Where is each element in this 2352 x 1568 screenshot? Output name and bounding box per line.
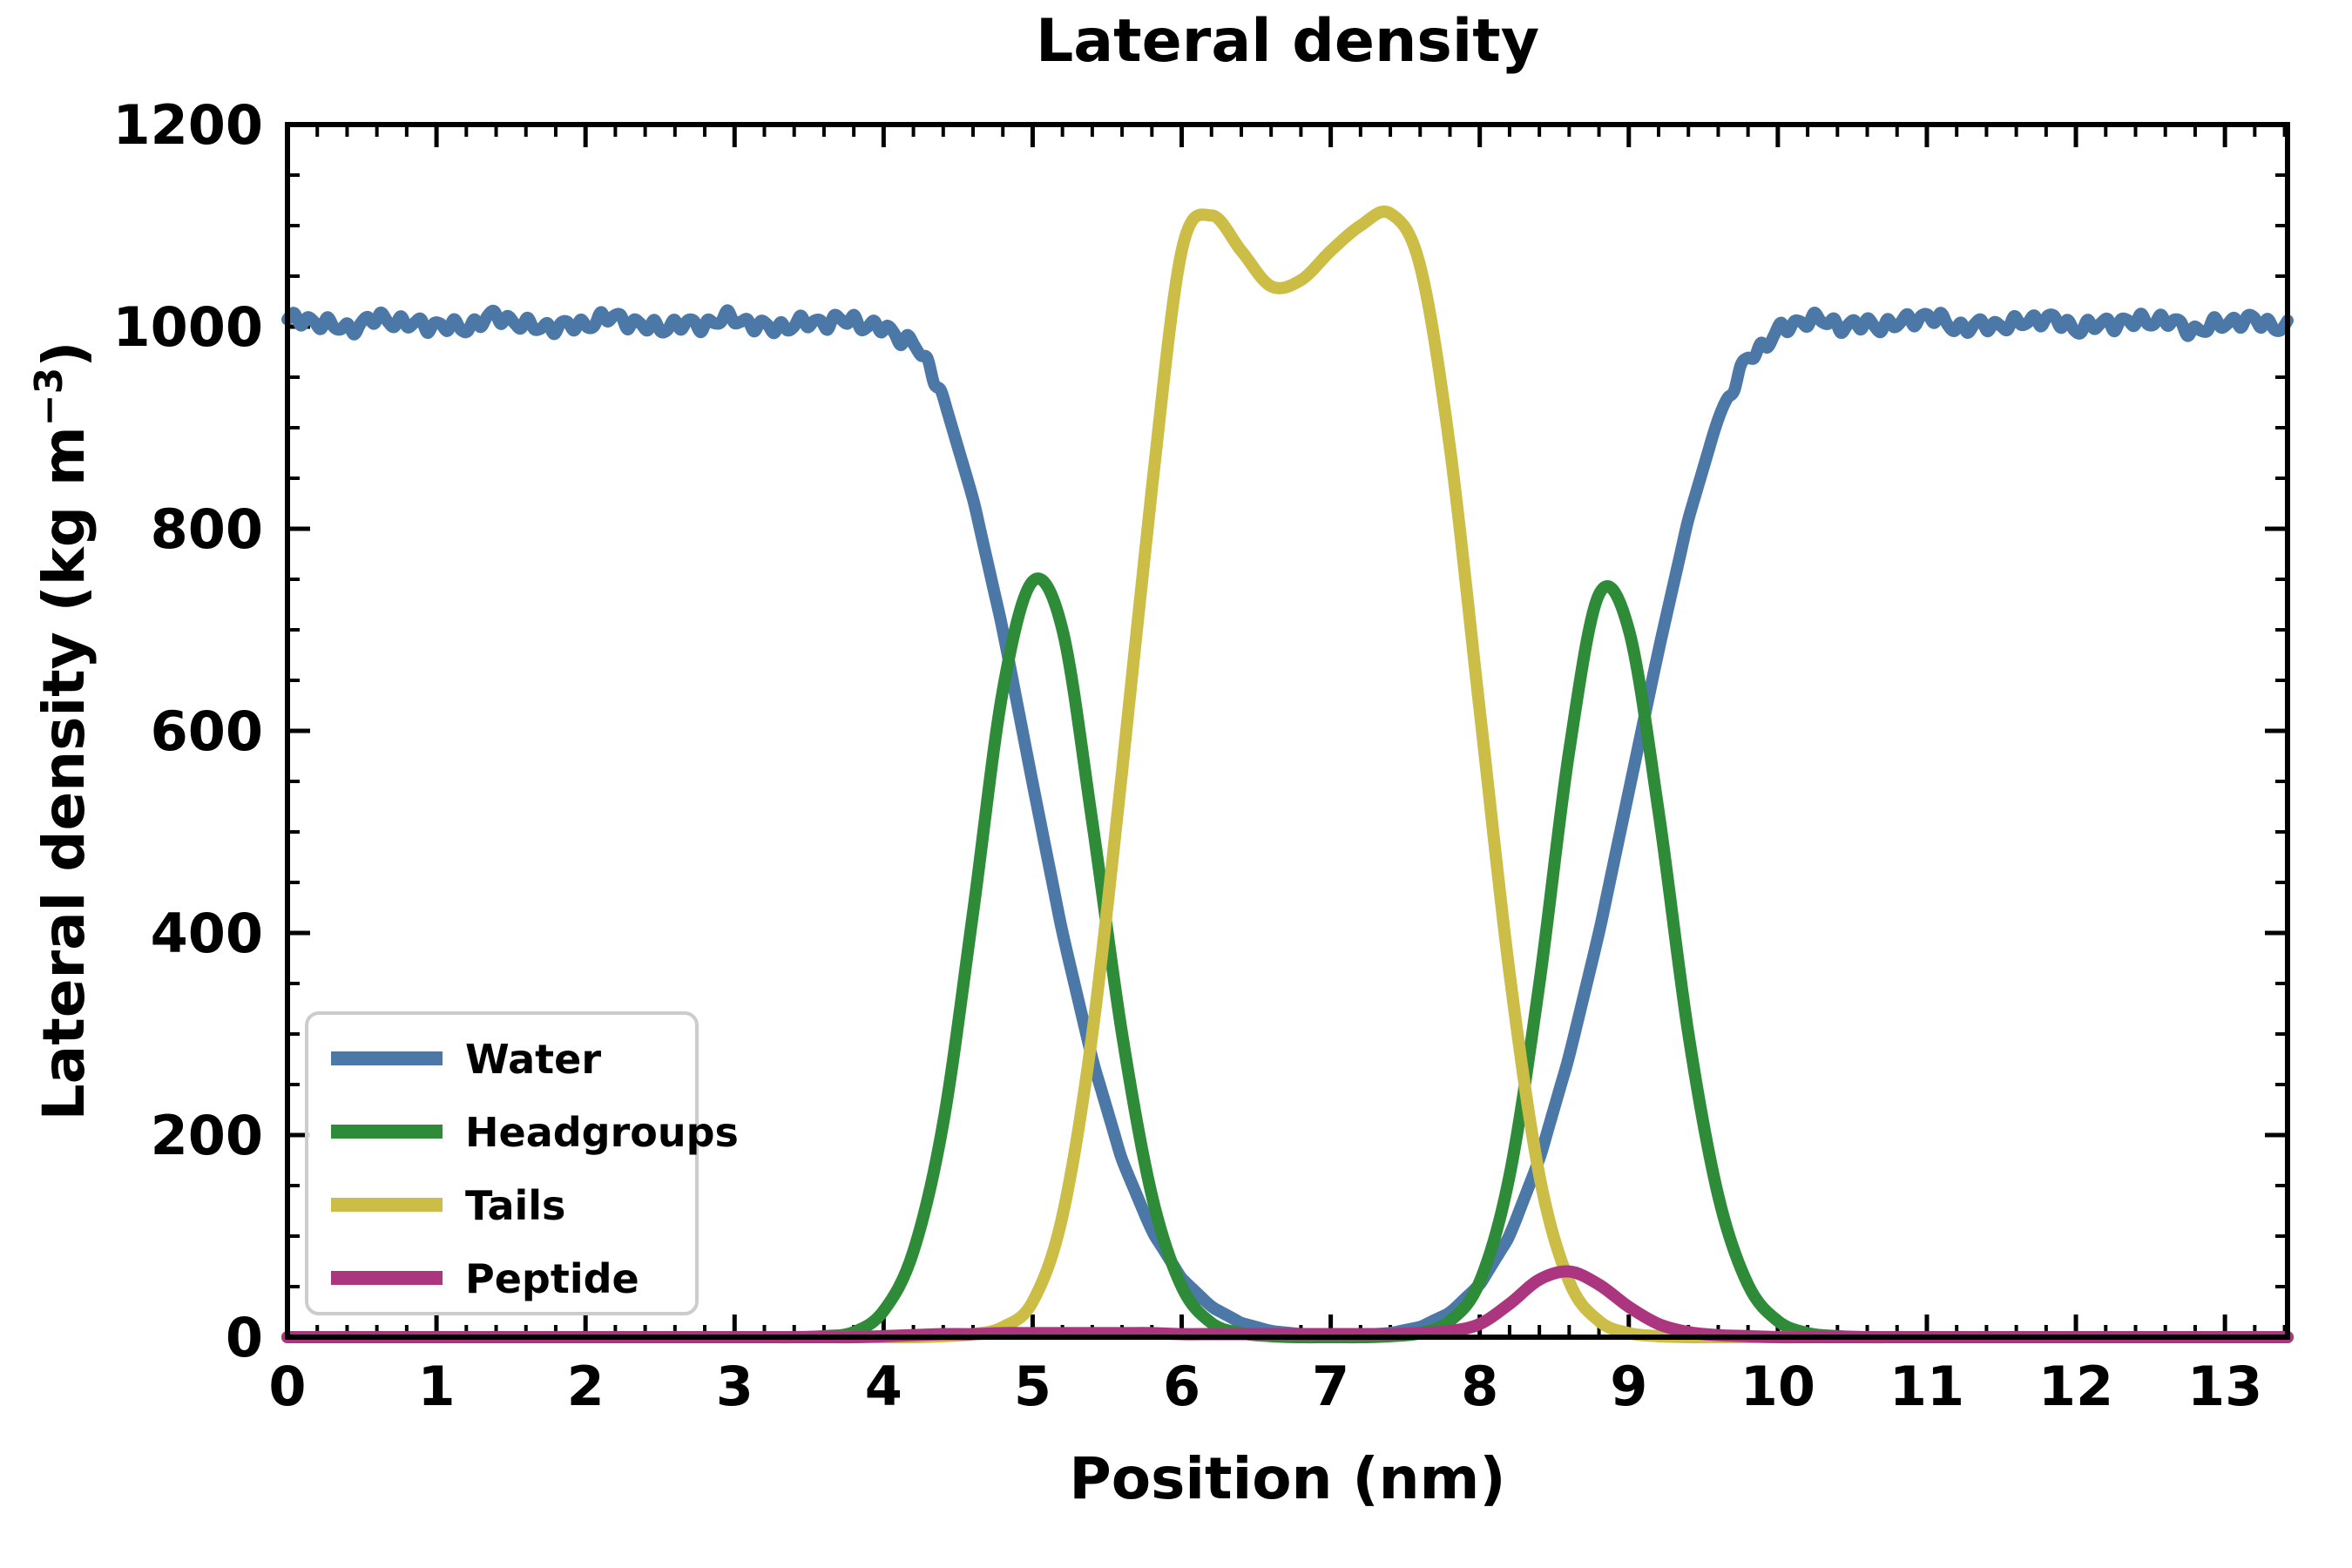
x-tick-label: 13 — [2187, 1355, 2262, 1418]
x-tick-label: 3 — [716, 1355, 754, 1418]
y-tick-label: 200 — [151, 1104, 263, 1167]
legend-label-tails[interactable]: Tails — [465, 1182, 565, 1229]
y-tick-label: 800 — [151, 497, 263, 561]
x-tick-labels: 0 1 2 3 4 5 6 7 8 9 10 11 12 13 — [268, 1355, 2262, 1418]
x-tick-label: 7 — [1312, 1355, 1349, 1418]
y-tick-label: 0 — [226, 1306, 263, 1369]
legend-label-headgroups[interactable]: Headgroups — [465, 1109, 739, 1156]
x-tick-label: 0 — [268, 1355, 306, 1418]
y-tick-label: 600 — [151, 700, 263, 763]
legend-label-peptide[interactable]: Peptide — [465, 1255, 639, 1302]
x-tick-label: 9 — [1610, 1355, 1647, 1418]
x-tick-label: 4 — [865, 1355, 902, 1418]
y-tick-label: 1000 — [112, 295, 263, 359]
x-tick-label: 12 — [2038, 1355, 2113, 1418]
x-tick-label: 11 — [1889, 1355, 1964, 1418]
x-axis-title: Position (nm) — [1069, 1445, 1505, 1512]
x-tick-label: 1 — [418, 1355, 456, 1418]
y-tick-label: 400 — [151, 902, 263, 965]
legend-label-water[interactable]: Water — [465, 1036, 601, 1083]
y-axis-title: Lateral density (kg m−3) — [27, 341, 98, 1121]
x-tick-label: 8 — [1461, 1355, 1498, 1418]
chart-title: Lateral density — [1036, 7, 1539, 76]
chart-legend[interactable]: Water Headgroups Tails Peptide — [305, 1011, 739, 1315]
x-tick-label: 2 — [567, 1355, 605, 1418]
x-tick-label: 5 — [1014, 1355, 1051, 1418]
x-tick-label: 6 — [1163, 1355, 1200, 1418]
legend-background — [305, 1011, 699, 1315]
plot-spines — [285, 122, 2290, 1340]
y-tick-label: 1200 — [112, 93, 263, 157]
x-tick-label: 10 — [1740, 1355, 1815, 1418]
y-tick-labels: 0 200 400 600 800 1000 1200 — [112, 93, 263, 1369]
